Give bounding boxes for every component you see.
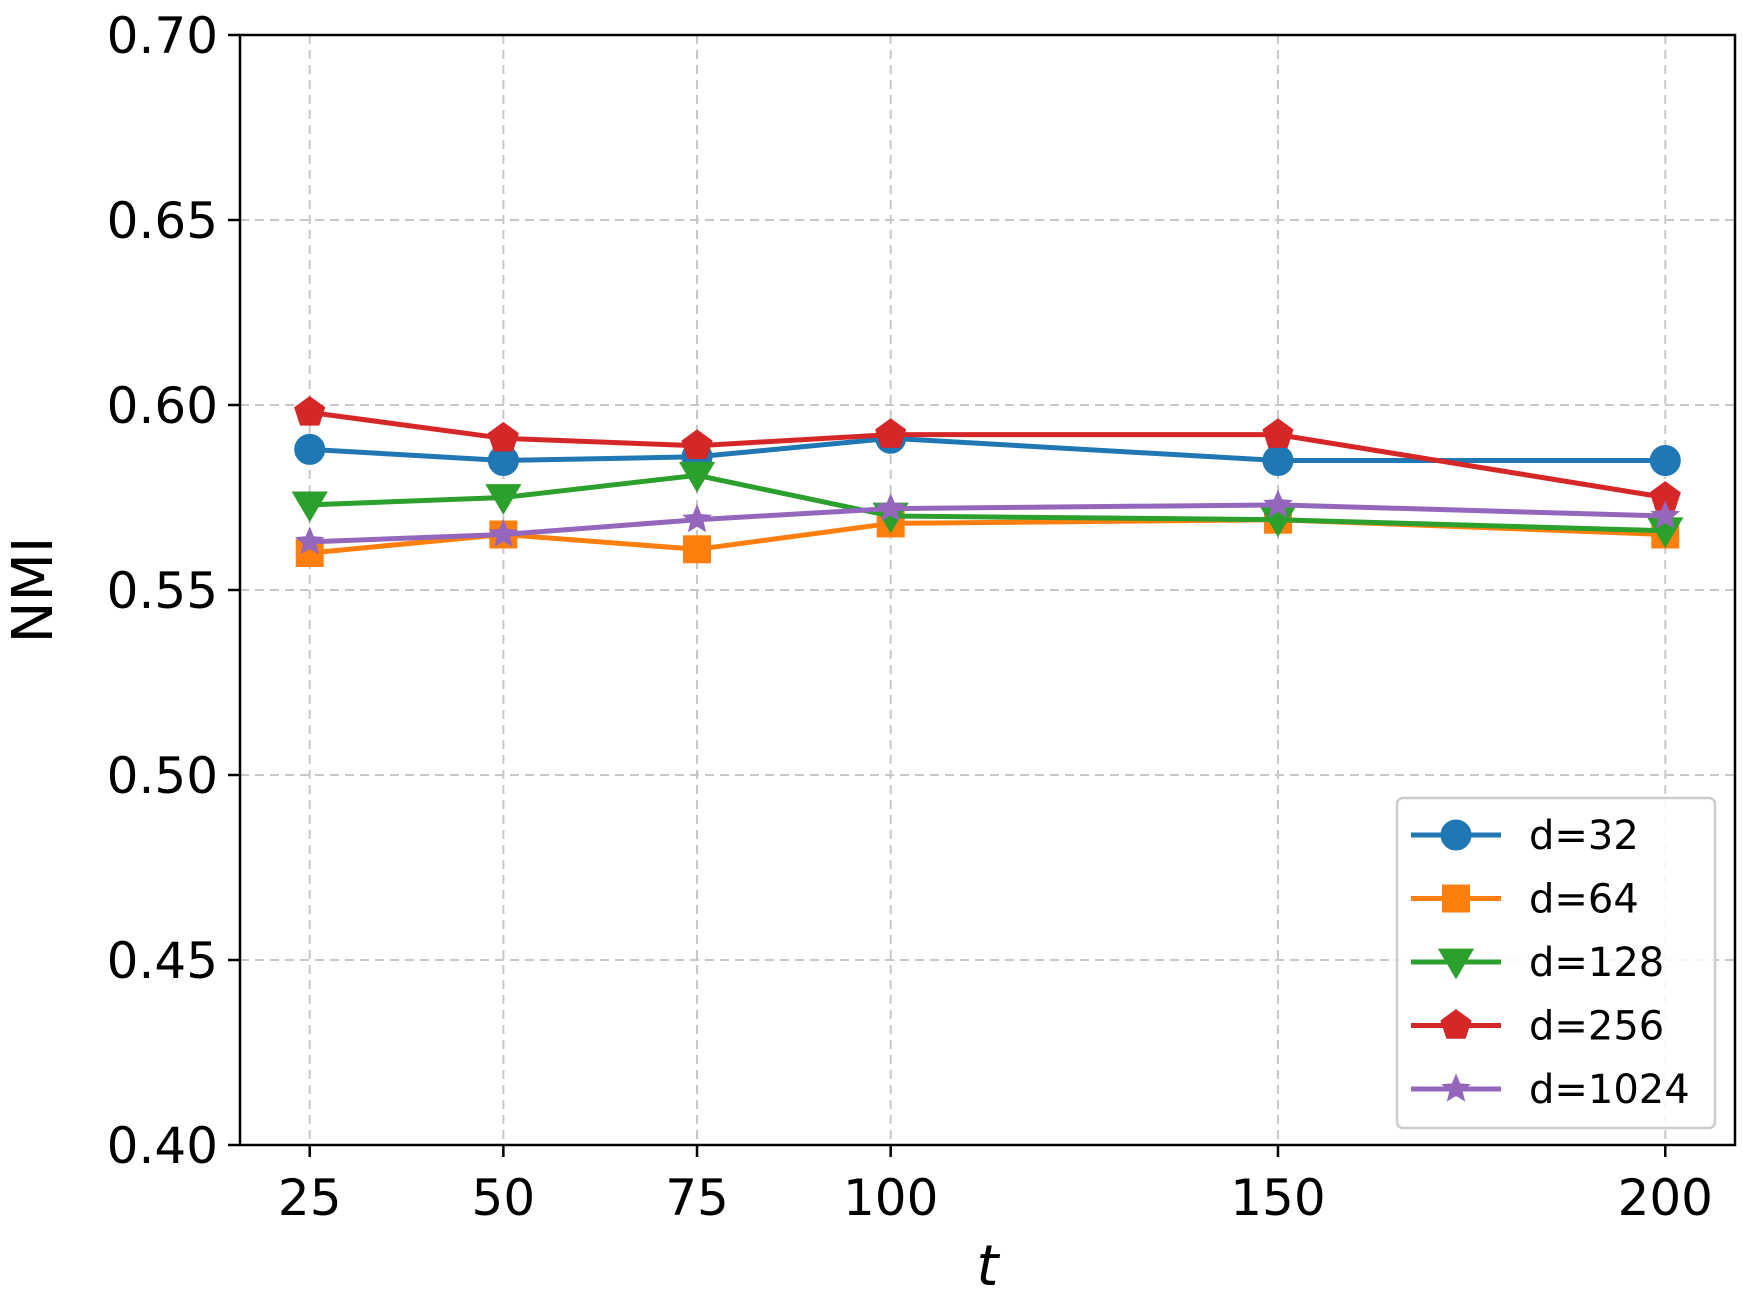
- x-axis-label: t: [977, 1234, 1001, 1299]
- data-point: [1649, 445, 1681, 476]
- data-point: [1262, 418, 1294, 448]
- legend-item: d=1024: [1411, 1067, 1690, 1113]
- grid: [240, 35, 1735, 1145]
- data-point: [294, 433, 326, 465]
- legend-item: d=64: [1411, 877, 1639, 923]
- legend-marker: [1442, 884, 1470, 913]
- series-d=32: [294, 422, 1681, 476]
- series-d=1024: [294, 489, 1681, 555]
- series-line: [309, 409, 1666, 500]
- data-point: [1650, 500, 1681, 529]
- data-point: [875, 493, 906, 522]
- data-point: [291, 491, 328, 523]
- legend-label: d=256: [1529, 1004, 1664, 1050]
- data-point: [294, 526, 325, 555]
- legend-label: d=128: [1529, 940, 1664, 986]
- series-d=256: [294, 396, 1681, 511]
- legend-label: d=1024: [1529, 1067, 1690, 1113]
- data-point: [488, 518, 519, 548]
- data-point: [682, 504, 712, 533]
- series-d=128: [291, 461, 1684, 549]
- legend-label: d=32: [1529, 813, 1639, 859]
- data-point: [683, 535, 712, 564]
- x-tick-label: 100: [843, 1169, 938, 1227]
- data-point: [487, 421, 519, 452]
- series-layer: [291, 396, 1684, 567]
- x-tick-label: 200: [1618, 1169, 1713, 1227]
- legend-box: [1395, 796, 1717, 1130]
- y-tick-label: 0.40: [107, 1117, 218, 1175]
- x-tick-label: 150: [1230, 1169, 1325, 1227]
- legend-item: d=256: [1411, 1004, 1664, 1050]
- legend-marker: [1437, 948, 1475, 980]
- y-axis-label: NMI: [1, 537, 66, 644]
- legend: d=32 d=64 d=128 d=256 d=1024: [1395, 796, 1717, 1130]
- data-point: [485, 484, 522, 515]
- x-tick-label: 25: [278, 1169, 342, 1227]
- legend-marker: [1441, 1073, 1471, 1102]
- y-tick-label: 0.65: [107, 192, 218, 250]
- data-point: [1262, 445, 1294, 476]
- legend-item: d=128: [1411, 940, 1664, 986]
- y-tick-label: 0.70: [107, 7, 218, 65]
- legend-marker: [1440, 1009, 1472, 1039]
- data-point: [678, 461, 716, 493]
- series-line: [309, 502, 1666, 545]
- data-point: [294, 396, 326, 426]
- ticks: 25 50 75 100 150 200 0.40 0.45 0.50 0.55 0.60 0.65 0…: [107, 7, 1713, 1227]
- data-point: [875, 418, 907, 448]
- y-tick-label: 0.55: [107, 562, 218, 620]
- legend-item: d=32: [1411, 813, 1639, 859]
- x-tick-label: 75: [665, 1169, 729, 1227]
- data-point: [681, 429, 713, 459]
- series-line: [309, 472, 1666, 534]
- legend-label: d=64: [1529, 877, 1639, 923]
- x-tick-label: 50: [472, 1169, 536, 1227]
- y-tick-label: 0.50: [107, 747, 218, 805]
- y-tick-label: 0.45: [107, 932, 218, 990]
- legend-marker: [1440, 819, 1472, 851]
- series-line: [309, 435, 1666, 463]
- data-point: [1263, 489, 1293, 518]
- y-tick-label: 0.60: [107, 377, 218, 435]
